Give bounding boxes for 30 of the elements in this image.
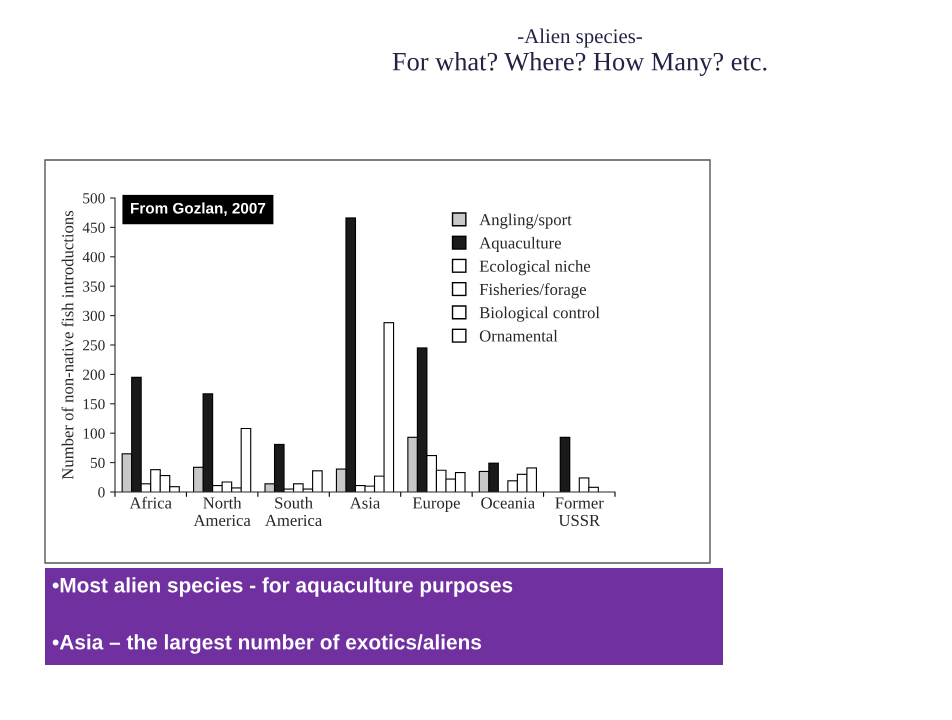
annotation: From Gozlan, 2007	[131, 202, 266, 216]
y-tick-label: 100	[84, 428, 105, 439]
legend-label: Ornamental	[480, 330, 558, 342]
y-tick-label: 400	[82, 252, 105, 262]
text: •Most alien species - for aquaculture purposes	[52, 577, 512, 597]
legend-label: Fisheries/forage	[480, 283, 586, 299]
legend-label: Angling/sport	[479, 214, 572, 229]
x-tick-label: Asia	[350, 497, 380, 509]
y-tick-label: 350	[83, 281, 105, 292]
x-tick-label: North America	[194, 496, 251, 526]
x-tick-label: South America	[265, 496, 322, 526]
x-tick-label: Europe	[412, 498, 460, 512]
x-tick-label: Former USSR	[555, 498, 604, 526]
y-tick-label: 250	[83, 340, 105, 350]
y-axis-title: Number of non-native fish introductions	[62, 210, 74, 480]
y-tick-label: 0	[98, 487, 105, 498]
chart-subtitle: For what? Where? How Many? etc.	[392, 52, 766, 76]
y-tick-label: 500	[83, 193, 105, 204]
chart-title: -Alien species-	[518, 28, 642, 48]
y-tick-label: 50	[90, 458, 105, 468]
x-tick-label: Africa	[130, 496, 172, 509]
legend-label: Ecological niche	[480, 260, 590, 276]
legend-label: Biological control	[480, 306, 600, 322]
text: •Asia – the largest number of exotics/aliens	[52, 634, 482, 654]
y-tick-label: 150	[84, 398, 105, 410]
y-tick-label: 450	[82, 222, 105, 233]
x-tick-label: Oceania	[481, 497, 535, 509]
y-tick-label: 300	[83, 310, 105, 322]
legend-label: Aquaculture	[479, 236, 561, 252]
y-tick-label: 200	[83, 370, 105, 380]
